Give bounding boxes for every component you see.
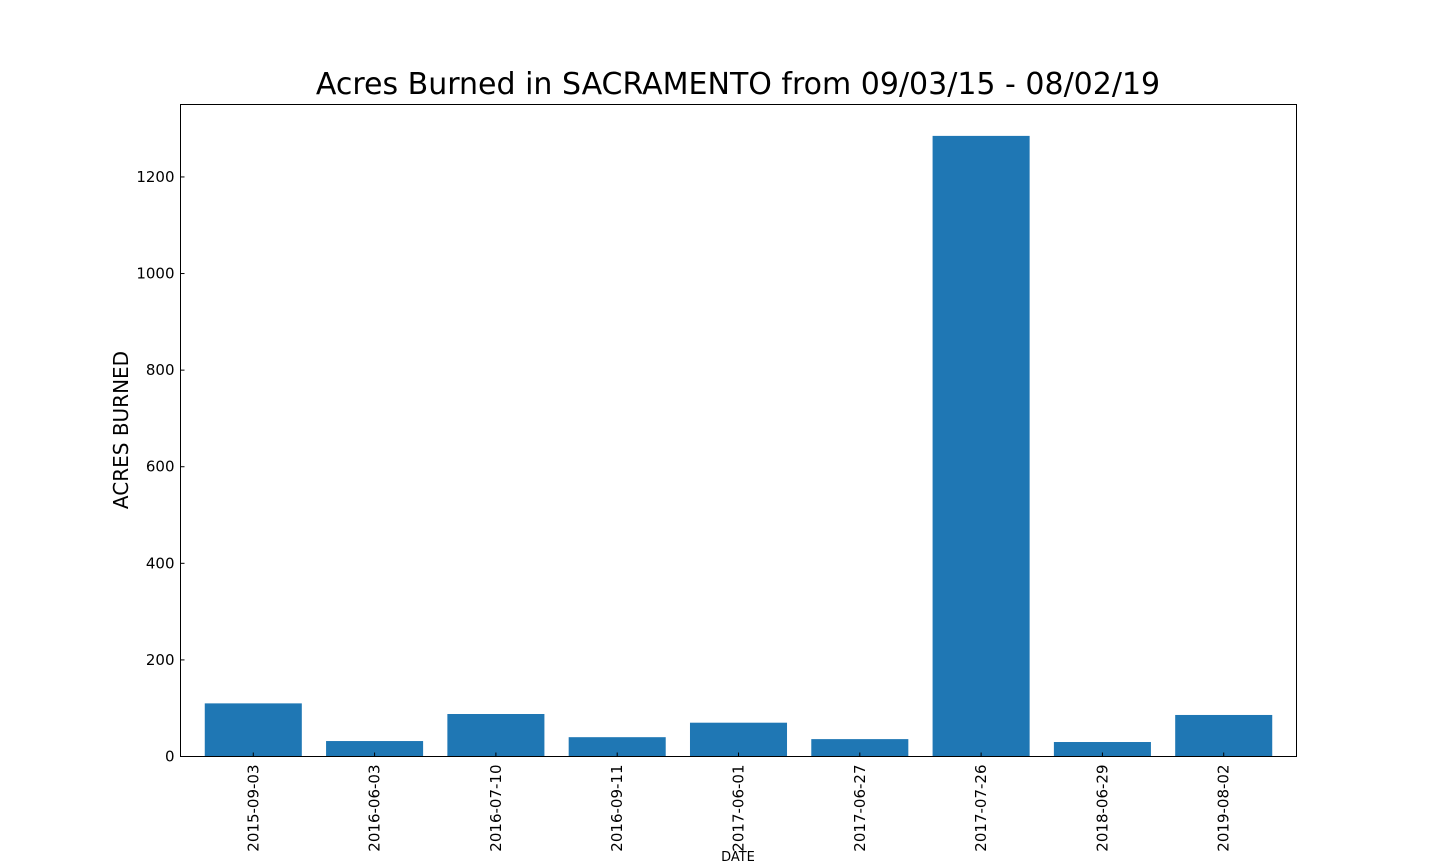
bar-2016-09-11 xyxy=(568,737,666,757)
x-tick-label: 2017-06-27 xyxy=(851,765,869,852)
y-tick-label: 1000 xyxy=(136,265,174,283)
x-tick-label: 2017-07-26 xyxy=(972,765,990,852)
y-axis-label: ACRES BURNED xyxy=(109,351,133,509)
y-tick-label: 200 xyxy=(146,651,175,669)
y-tick-label: 800 xyxy=(146,361,175,379)
bar-2017-06-27 xyxy=(811,739,909,757)
y-axis-ticks: 0 200 400 600 800 1000 1200 xyxy=(136,168,185,766)
x-tick-label: 2018-06-29 xyxy=(1093,765,1111,852)
x-tick-label: 2016-06-03 xyxy=(366,765,384,852)
x-tick-label: 2015-09-03 xyxy=(244,765,262,852)
y-tick-label: 0 xyxy=(165,748,175,766)
x-tick-label: 2019-08-02 xyxy=(1215,765,1233,852)
bar-2016-07-10 xyxy=(447,713,545,757)
y-tick-label: 1200 xyxy=(136,168,174,186)
bar-2017-07-26 xyxy=(932,135,1030,757)
x-tick-label: 2017-06-01 xyxy=(730,765,748,852)
y-tick-label: 400 xyxy=(146,554,175,572)
x-tick-label: 2016-09-11 xyxy=(608,765,626,852)
chart-title: Acres Burned in SACRAMENTO from 09/03/15… xyxy=(316,67,1160,102)
bar-2018-06-29 xyxy=(1053,742,1151,757)
x-tick-label: 2016-07-10 xyxy=(487,765,505,852)
x-axis-label: DATE xyxy=(721,850,755,864)
plot-frame xyxy=(180,104,1297,757)
bar-2015-09-03 xyxy=(204,703,302,757)
bar-2016-06-03 xyxy=(326,741,424,757)
y-tick-label: 600 xyxy=(146,458,175,476)
x-axis-ticks: 2015-09-03 2016-06-03 2016-07-10 2016-09-11… xyxy=(244,752,1233,852)
bar-2017-06-01 xyxy=(689,722,788,757)
bar-2019-08-02 xyxy=(1175,714,1273,757)
bars-group xyxy=(204,135,1273,757)
